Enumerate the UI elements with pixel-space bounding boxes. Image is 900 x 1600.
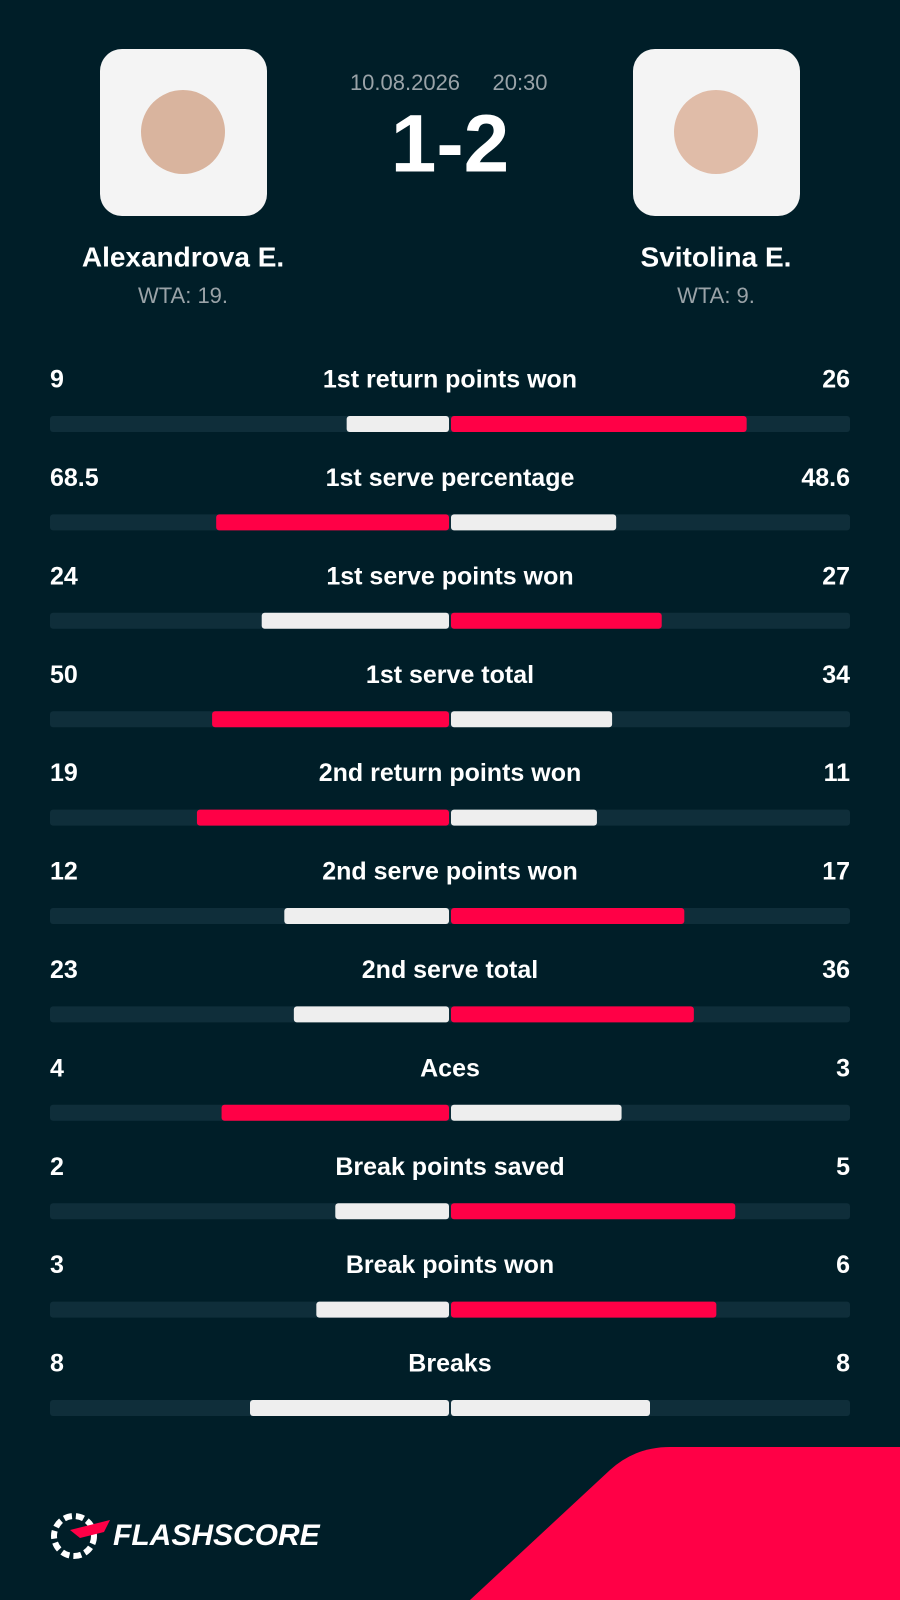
stat-value-right: 17 [822, 858, 850, 886]
brand: FLASHSCORE [113, 1519, 321, 1552]
bar-left [335, 1203, 449, 1220]
decor-shape [470, 1447, 900, 1600]
bar-right [451, 416, 747, 432]
stat-label: 1st serve percentage [326, 464, 575, 492]
match-date: 10.08.2026 [350, 70, 460, 95]
stat-label: 2nd serve total [362, 956, 538, 984]
bar-track [50, 514, 850, 531]
stat-value-left: 3 [50, 1251, 64, 1279]
bar-right [451, 612, 662, 629]
bar-left [293, 1006, 449, 1023]
stat-value-right: 3 [836, 1054, 850, 1082]
stat-value-left: 4 [50, 1054, 64, 1082]
bar-track [50, 1400, 850, 1416]
logo-icon [51, 1513, 110, 1559]
stat-value-left: 24 [50, 562, 78, 590]
stat-value-left: 23 [50, 956, 78, 984]
bar-left [284, 908, 449, 924]
bar-right [451, 809, 597, 826]
stat-label: Break points saved [335, 1153, 564, 1181]
bar-right [451, 1203, 736, 1220]
bar-track [50, 1301, 850, 1318]
stat-label: 1st serve total [366, 661, 534, 689]
score: 1-2 [391, 99, 510, 190]
stat-value-right: 8 [836, 1350, 850, 1378]
bar-left [316, 1301, 449, 1318]
bar-track [50, 1104, 850, 1121]
stat-label: 2nd return points won [319, 759, 582, 787]
bar-right [451, 514, 617, 531]
bar-track [50, 612, 850, 629]
bar-left [212, 711, 449, 728]
stat-label: 2nd serve points won [322, 858, 578, 886]
stat-value-right: 48.6 [801, 464, 850, 492]
stat-value-right: 11 [824, 759, 851, 787]
bar-right [451, 908, 685, 924]
stat-value-left: 50 [50, 661, 78, 689]
stat-value-left: 19 [50, 759, 78, 787]
bar-right [451, 1104, 622, 1121]
bar-right [451, 1301, 717, 1318]
bar-track [50, 809, 850, 826]
bar-track [50, 1006, 850, 1023]
bar-left [221, 1104, 449, 1121]
player-name: Svitolina E. [641, 241, 792, 272]
stat-label: Breaks [408, 1350, 491, 1378]
player-rank: WTA: 19. [138, 283, 228, 308]
player-face [141, 90, 225, 174]
player-name: Alexandrova E. [82, 241, 284, 272]
bar-left [346, 416, 449, 432]
match-time: 20:30 [492, 70, 547, 95]
bar-right [451, 1006, 694, 1023]
stat-value-left: 9 [50, 366, 64, 394]
stat-value-right: 27 [822, 562, 850, 590]
stat-label: 1st return points won [323, 366, 577, 394]
bar-left [261, 612, 449, 629]
stat-label: Break points won [346, 1251, 554, 1279]
stat-value-right: 26 [822, 366, 850, 394]
stat-value-left: 12 [50, 858, 78, 886]
bar-track [50, 908, 850, 924]
bar-right [451, 1400, 650, 1416]
bar-track [50, 711, 850, 728]
player-rank: WTA: 9. [677, 283, 755, 308]
stat-value-right: 34 [822, 661, 850, 689]
stat-value-left: 8 [50, 1350, 64, 1378]
stat-value-left: 68.5 [50, 464, 99, 492]
player-face [674, 90, 758, 174]
stat-value-right: 5 [836, 1153, 850, 1181]
stat-value-right: 36 [822, 956, 850, 984]
stat-label: 1st serve points won [326, 562, 573, 590]
bar-left [196, 809, 449, 826]
bar-left [250, 1400, 449, 1416]
stat-label: Aces [420, 1054, 480, 1082]
stat-value-left: 2 [50, 1153, 64, 1181]
stat-value-right: 6 [836, 1251, 850, 1279]
bar-right [451, 711, 613, 728]
bar-left [216, 514, 449, 531]
